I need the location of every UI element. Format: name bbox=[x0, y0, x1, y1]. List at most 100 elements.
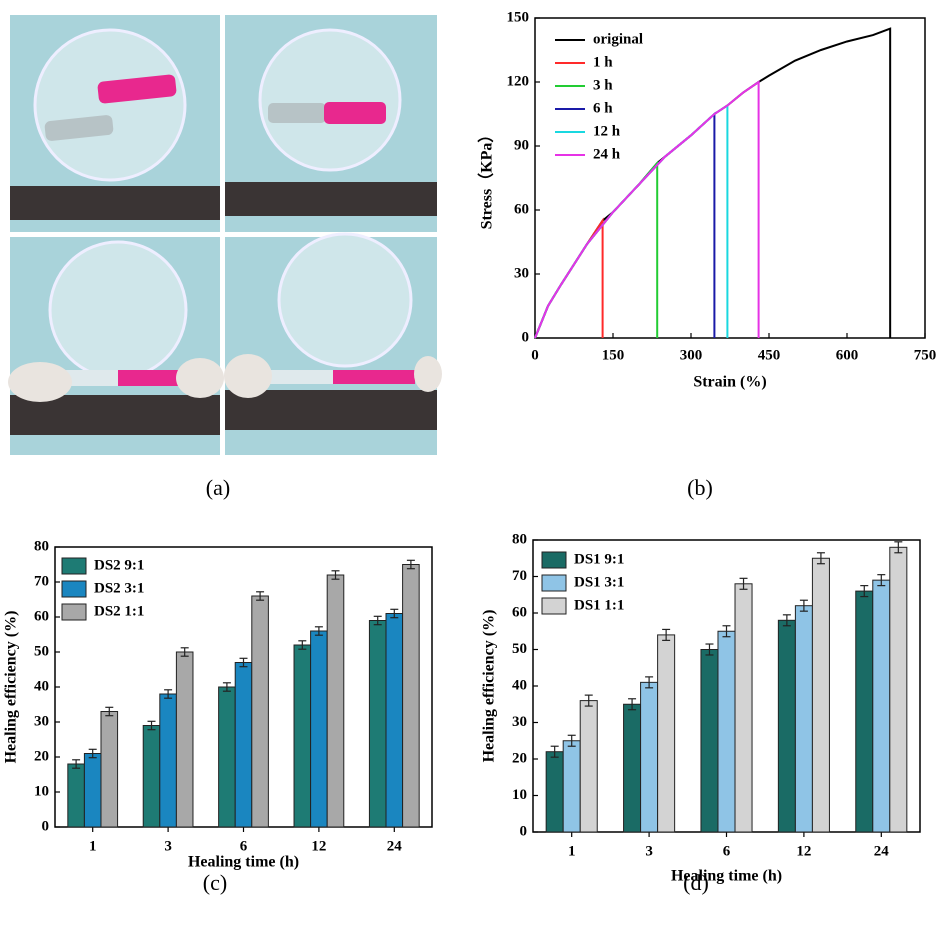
error-bar bbox=[894, 541, 903, 554]
error-bar bbox=[72, 759, 81, 769]
bar bbox=[234, 662, 253, 828]
panel-label: (c) bbox=[203, 870, 227, 895]
legend-label: 6 h bbox=[593, 100, 613, 116]
legend-label: DS2 1:1 bbox=[94, 603, 144, 619]
error-bar bbox=[88, 748, 97, 759]
y-tick-label: 20 bbox=[512, 750, 527, 766]
bar bbox=[623, 703, 642, 833]
x-tick-label: 12 bbox=[311, 838, 326, 854]
y-tick-label: 30 bbox=[514, 265, 529, 281]
bar bbox=[579, 700, 598, 833]
legend-label: original bbox=[593, 31, 643, 47]
legend-swatch bbox=[61, 603, 87, 621]
legend-label: DS2 3:1 bbox=[94, 580, 144, 596]
bar bbox=[811, 557, 830, 833]
bar bbox=[734, 583, 753, 833]
y-tick-label: 0 bbox=[522, 329, 530, 345]
photo-panel bbox=[8, 15, 442, 455]
bar bbox=[657, 634, 676, 833]
glove bbox=[8, 362, 72, 402]
error-bar bbox=[782, 614, 791, 627]
error-bar bbox=[705, 643, 714, 656]
y-tick-label: 120 bbox=[507, 73, 530, 89]
y-tick-label: 50 bbox=[34, 643, 49, 659]
error-bar bbox=[550, 745, 559, 758]
x-tick-label: 3 bbox=[645, 843, 653, 859]
y-tick-label: 60 bbox=[34, 608, 49, 624]
x-tick-label: 6 bbox=[723, 843, 731, 859]
bar bbox=[83, 753, 102, 828]
plot-frame bbox=[534, 17, 926, 339]
x-tick-label: 6 bbox=[240, 838, 248, 854]
legend-label: DS1 3:1 bbox=[574, 574, 624, 590]
panel-label: (d) bbox=[683, 870, 709, 895]
gel-clear bbox=[44, 115, 114, 141]
error-bar bbox=[722, 625, 731, 638]
x-tick-label: 150 bbox=[602, 347, 625, 363]
error-bar bbox=[105, 706, 114, 717]
y-tick-label: 30 bbox=[512, 714, 527, 730]
petri-dish bbox=[48, 240, 188, 380]
x-tick-label: 24 bbox=[387, 838, 403, 854]
x-tick-label: 450 bbox=[758, 347, 781, 363]
error-bar bbox=[860, 585, 869, 598]
error-bar bbox=[331, 570, 340, 580]
y-axis-title: Healing efficiency (%) bbox=[3, 611, 20, 764]
error-bar bbox=[147, 720, 156, 731]
legend-label: 12 h bbox=[593, 123, 621, 139]
bar bbox=[142, 725, 161, 828]
bar bbox=[700, 649, 719, 833]
legend-swatch bbox=[61, 557, 87, 575]
error-bar bbox=[645, 676, 654, 689]
ruler bbox=[225, 182, 437, 216]
bar bbox=[100, 711, 119, 828]
bar bbox=[872, 579, 891, 833]
x-tick-label: 1 bbox=[568, 843, 576, 859]
legend-label: DS1 9:1 bbox=[574, 551, 624, 567]
bar bbox=[326, 574, 345, 828]
x-axis-title: Healing time (h) bbox=[188, 854, 299, 871]
legend-swatch bbox=[541, 597, 567, 615]
x-axis-title: Healing time (h) bbox=[671, 868, 782, 885]
y-tick-label: 50 bbox=[512, 641, 527, 657]
gel-clear bbox=[268, 103, 326, 123]
error-bar bbox=[662, 628, 671, 641]
error-bar bbox=[816, 552, 825, 565]
y-tick-label: 70 bbox=[34, 573, 49, 589]
bar bbox=[218, 686, 236, 828]
gel-pink bbox=[324, 102, 386, 124]
ruler bbox=[225, 390, 437, 430]
error-bar bbox=[256, 591, 265, 601]
y-tick-label: 20 bbox=[34, 748, 49, 764]
x-tick-label: 1 bbox=[89, 838, 97, 854]
error-bar bbox=[180, 647, 189, 657]
petri-dish bbox=[277, 232, 413, 368]
x-tick-label: 600 bbox=[836, 347, 859, 363]
y-tick-label: 10 bbox=[34, 783, 49, 799]
bar bbox=[368, 620, 387, 828]
y-tick-label: 40 bbox=[512, 677, 527, 693]
error-bar bbox=[584, 694, 593, 707]
y-axis-title: Healing efficiency (%) bbox=[481, 610, 498, 763]
bar bbox=[545, 751, 564, 833]
error-bar bbox=[567, 734, 576, 747]
gel-pink bbox=[97, 74, 177, 104]
y-tick-label: 80 bbox=[512, 531, 527, 547]
bar bbox=[251, 595, 269, 828]
legend-label: 3 h bbox=[593, 77, 613, 93]
y-tick-label: 60 bbox=[514, 201, 529, 217]
error-bar bbox=[164, 689, 173, 699]
bar bbox=[855, 590, 874, 833]
legend-swatch bbox=[541, 574, 567, 592]
glove bbox=[176, 358, 224, 398]
error-bar bbox=[628, 698, 637, 711]
bar bbox=[385, 613, 404, 828]
y-tick-label: 60 bbox=[512, 604, 527, 620]
line-series bbox=[534, 103, 729, 339]
legend-label: 24 h bbox=[593, 146, 621, 162]
petri-dish bbox=[33, 28, 187, 182]
bar bbox=[310, 630, 328, 828]
legend-label: DS1 1:1 bbox=[574, 597, 624, 613]
legend-label: 1 h bbox=[593, 54, 613, 70]
